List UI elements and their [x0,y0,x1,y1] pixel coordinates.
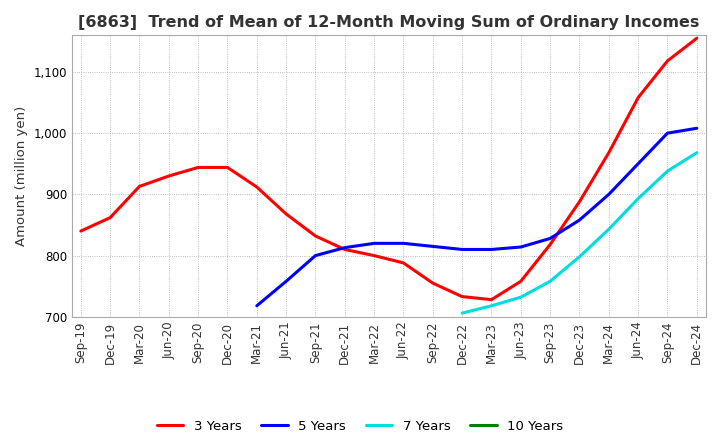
3 Years [311,233,320,238]
3 Years [223,165,232,170]
3 Years [693,36,701,41]
5 Years [605,192,613,197]
3 Years [194,165,202,170]
3 Years [282,211,290,216]
5 Years [693,125,701,131]
5 Years [634,161,642,166]
Line: 5 Years: 5 Years [257,128,697,306]
5 Years [399,241,408,246]
5 Years [546,236,554,241]
5 Years [282,279,290,284]
7 Years [575,254,584,260]
Line: 3 Years: 3 Years [81,38,697,300]
3 Years [605,150,613,155]
5 Years [370,241,379,246]
Legend: 3 Years, 5 Years, 7 Years, 10 Years: 3 Years, 5 Years, 7 Years, 10 Years [151,414,569,438]
7 Years [487,303,496,308]
5 Years [487,247,496,252]
5 Years [663,131,672,136]
3 Years [663,58,672,63]
5 Years [458,247,467,252]
7 Years [693,150,701,155]
7 Years [458,311,467,316]
Title: [6863]  Trend of Mean of 12-Month Moving Sum of Ordinary Incomes: [6863] Trend of Mean of 12-Month Moving … [78,15,700,30]
3 Years [516,279,525,284]
3 Years [253,184,261,190]
3 Years [164,173,173,179]
Line: 7 Years: 7 Years [462,153,697,313]
7 Years [546,279,554,284]
3 Years [399,260,408,266]
5 Years [341,245,349,250]
3 Years [76,228,85,234]
5 Years [253,303,261,308]
3 Years [370,253,379,258]
5 Years [311,253,320,258]
3 Years [106,215,114,220]
3 Years [634,95,642,100]
3 Years [546,242,554,247]
5 Years [516,244,525,249]
7 Years [663,169,672,174]
7 Years [634,196,642,201]
7 Years [516,294,525,300]
3 Years [487,297,496,302]
3 Years [341,247,349,252]
5 Years [575,217,584,223]
Y-axis label: Amount (million yen): Amount (million yen) [15,106,28,246]
5 Years [428,244,437,249]
7 Years [605,227,613,232]
3 Years [428,280,437,286]
3 Years [135,184,144,189]
3 Years [458,294,467,299]
3 Years [575,199,584,204]
